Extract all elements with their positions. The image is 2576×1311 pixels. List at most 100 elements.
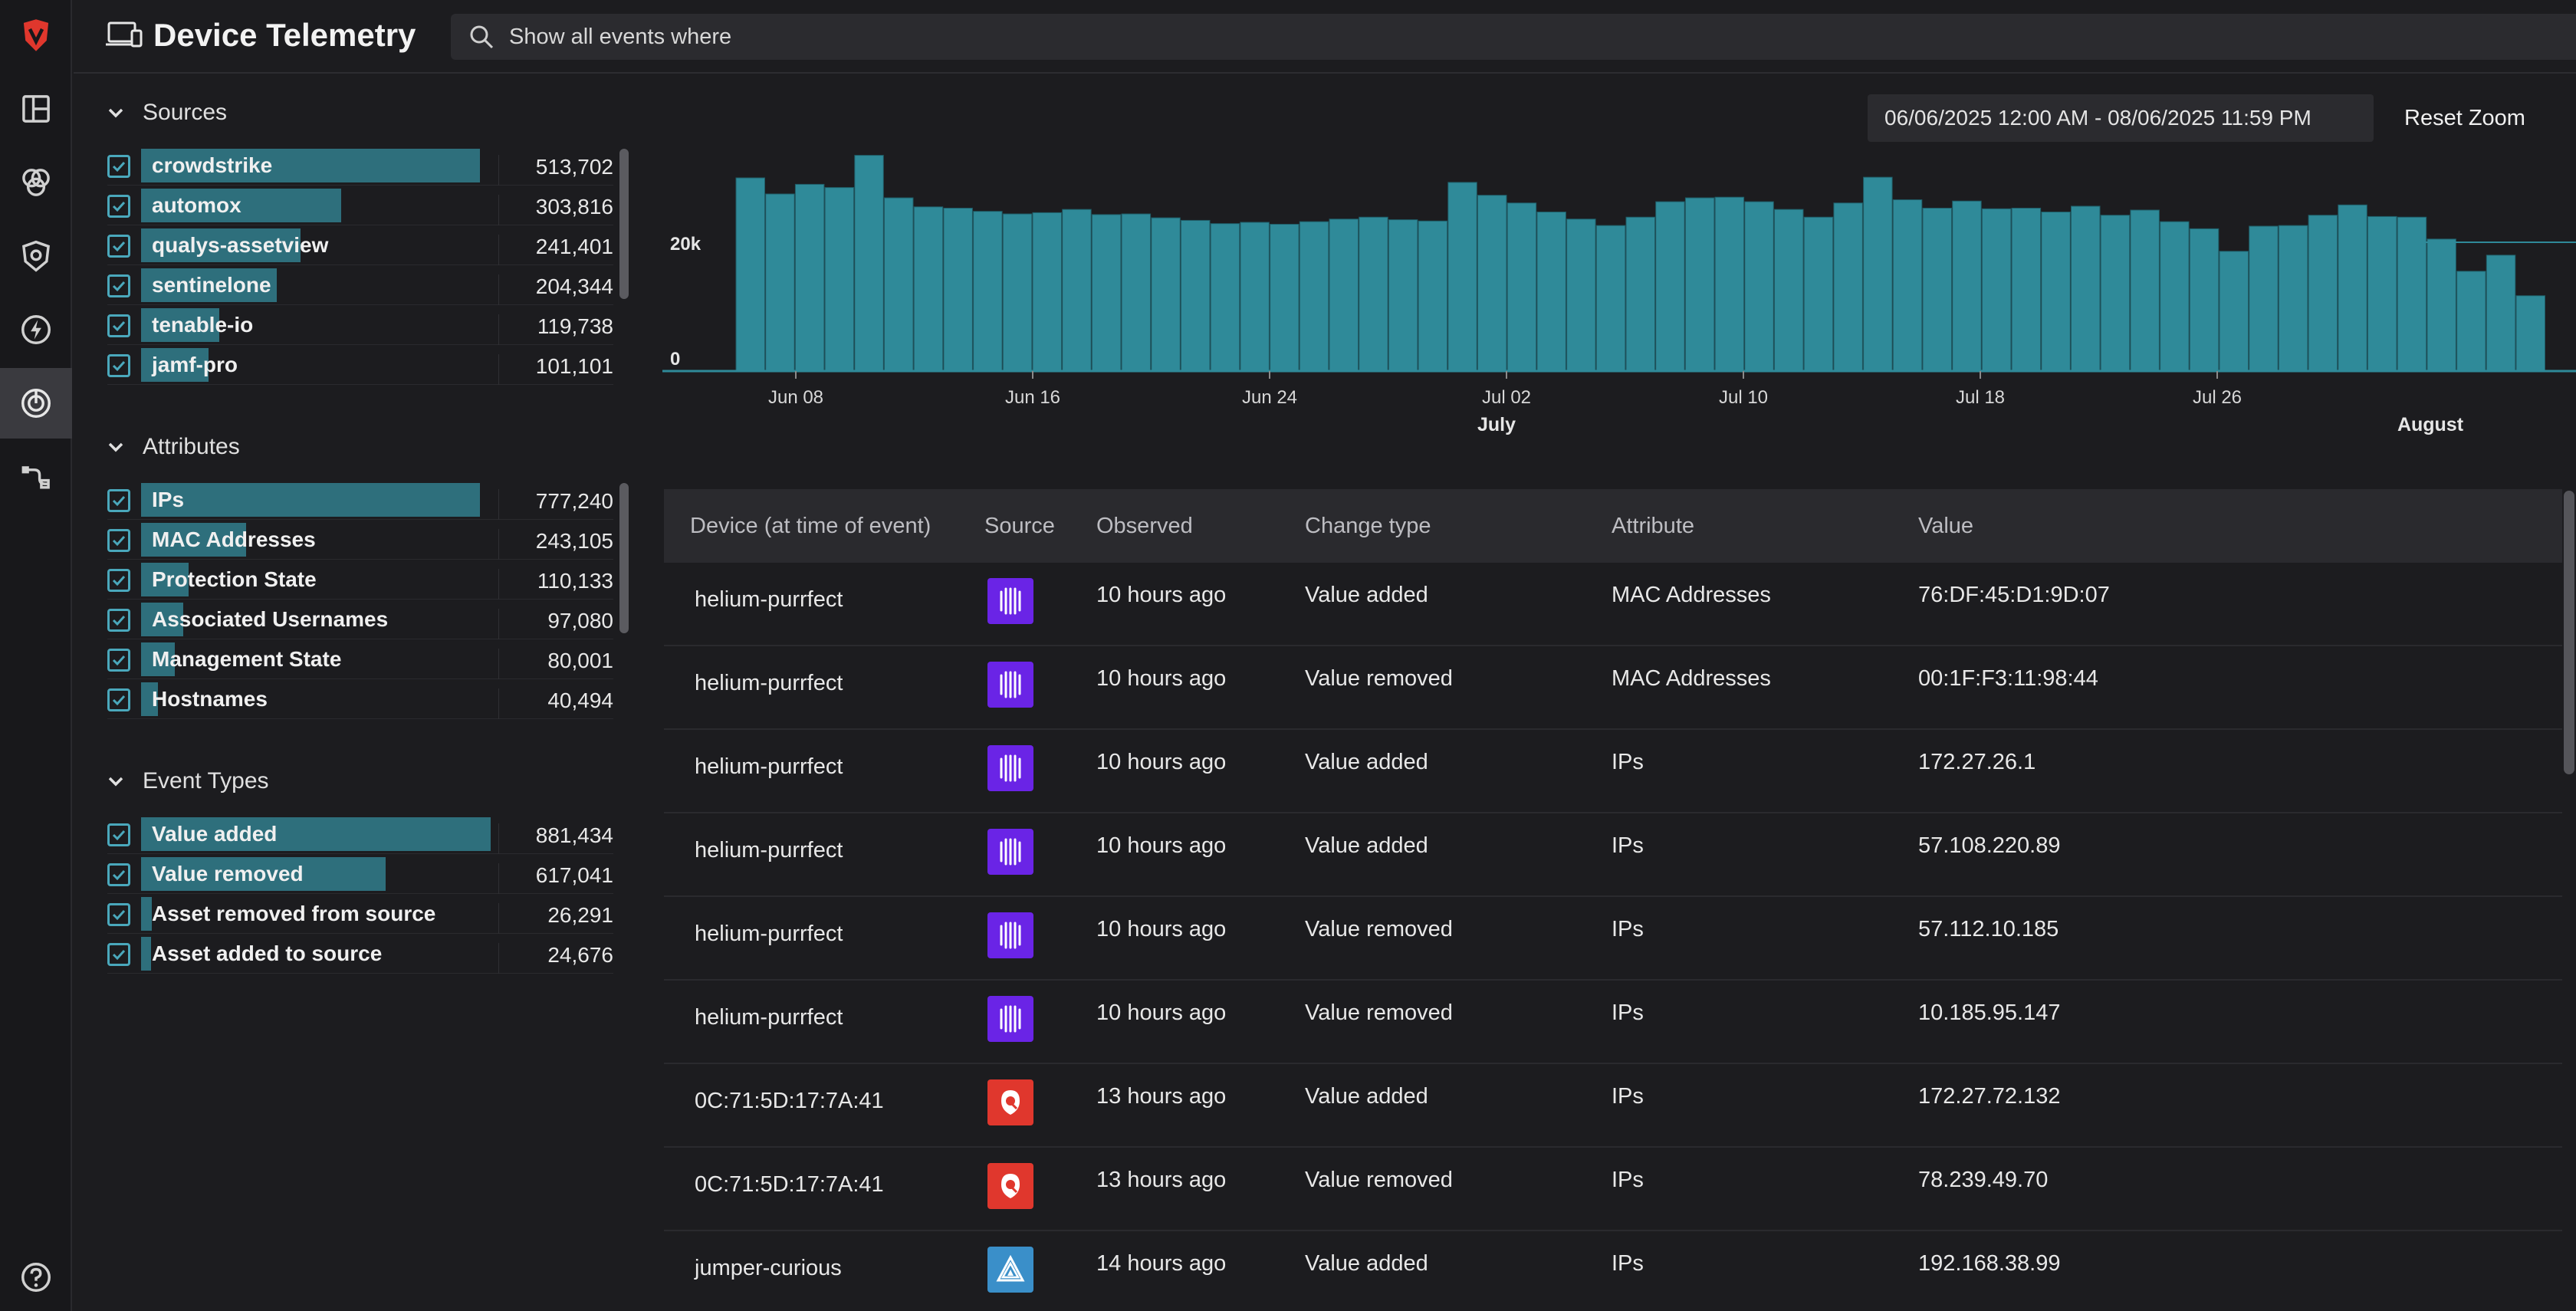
qualys-logo-icon [987,1163,1033,1209]
connector-icon[interactable] [0,442,72,512]
timeline-chart[interactable]: 0 20k Jun 08 Jun 16 Jun 24 Jul 02 Jul 10 Jul 18… [662,74,2576,472]
histogram-bar [1240,222,1270,372]
facet-row[interactable]: Protection State 110,133 [107,560,613,600]
sources-scrollbar[interactable] [619,149,629,299]
facet-name: sentinelone [152,273,271,297]
device-cell[interactable]: helium-purrfect [695,922,843,946]
checkbox[interactable] [107,863,130,886]
device-cell[interactable]: helium-purrfect [695,754,843,779]
checkbox[interactable] [107,314,130,337]
facet-row[interactable]: Management State 80,001 [107,639,613,679]
histogram-bar [2278,225,2308,372]
facet-row[interactable]: Asset added to source 24,676 [107,934,613,974]
observed-cell: 10 hours ago [1096,750,1227,774]
table-row[interactable]: helium-purrfect 10 hours ago Value removed… [664,981,2562,1064]
col-value[interactable]: Value [1918,514,1974,538]
device-cell[interactable]: helium-purrfect [695,1005,843,1030]
facet-row[interactable]: sentinelone 204,344 [107,265,613,305]
checkbox[interactable] [107,569,130,592]
checkbox[interactable] [107,688,130,711]
table-row[interactable]: 0C:71:5D:17:7A:41 13 hours ago Value added… [664,1064,2562,1148]
device-cell[interactable]: helium-purrfect [695,838,843,863]
table-row[interactable]: helium-purrfect 10 hours ago Value added IP… [664,813,2562,897]
brand-logo-icon[interactable] [0,0,72,71]
checkbox[interactable] [107,354,130,377]
facet-row[interactable]: Value added 881,434 [107,814,613,854]
checkbox[interactable] [107,155,130,178]
facet-name: Management State [152,647,342,671]
facet-name: Value added [152,822,278,846]
col-observed[interactable]: Observed [1096,514,1193,538]
col-change-type[interactable]: Change type [1305,514,1431,538]
facet-row[interactable]: Hostnames 40,494 [107,679,613,719]
facet-name: crowdstrike [152,153,273,177]
attribute-cell: IPs [1612,917,1644,941]
table-row[interactable]: 0C:71:5D:17:7A:41 13 hours ago Value remov… [664,1148,2562,1231]
checkbox[interactable] [107,489,130,512]
device-cell[interactable]: jumper-curious [695,1256,842,1280]
histogram-bar [1803,216,1834,372]
facet-row[interactable]: tenable-io 119,738 [107,305,613,345]
shield-icon[interactable] [0,221,72,291]
histogram-bar [1032,212,1062,372]
table-scrollbar[interactable] [2564,491,2574,774]
facet-row[interactable]: automox 303,816 [107,186,613,225]
change-type-cell: Value removed [1305,917,1453,941]
device-cell[interactable]: 0C:71:5D:17:7A:41 [695,1172,884,1197]
histogram-bar [1714,196,1745,372]
device-cell[interactable]: 0C:71:5D:17:7A:41 [695,1089,884,1113]
device-cell[interactable]: helium-purrfect [695,587,843,612]
search-input[interactable]: Show all events where [451,14,2576,60]
checkbox[interactable] [107,903,130,926]
bolt-icon[interactable] [0,294,72,365]
facet-bar [141,268,277,302]
table-row[interactable]: helium-purrfect 10 hours ago Value removed… [664,897,2562,981]
checkbox[interactable] [107,609,130,632]
checkbox[interactable] [107,649,130,672]
facet-sources-toggle[interactable]: Sources [104,94,227,132]
histogram-bar [1655,201,1685,372]
facet-row[interactable]: Asset removed from source 26,291 [107,894,613,934]
facet-row[interactable]: jamf-pro 101,101 [107,345,613,385]
table-row[interactable]: helium-purrfect 10 hours ago Value added MA… [664,563,2562,646]
facet-row[interactable]: MAC Addresses 243,105 [107,520,613,560]
date-range-picker[interactable]: 06/06/2025 12:00 AM - 08/06/2025 11:59 P… [1868,94,2374,142]
checkbox[interactable] [107,274,130,297]
histogram-svg[interactable]: 0 20k Jun 08 Jun 16 Jun 24 Jul 02 Jul 10 Jul 18… [662,74,2576,472]
checkbox[interactable] [107,529,130,552]
table-row[interactable]: helium-purrfect 10 hours ago Value removed… [664,646,2562,730]
facet-row[interactable]: crowdstrike 513,702 [107,146,613,186]
checkbox[interactable] [107,195,130,218]
facet-row[interactable]: IPs 777,240 [107,480,613,520]
facet-attributes-toggle[interactable]: Attributes [104,428,240,466]
col-attribute[interactable]: Attribute [1612,514,1694,538]
facet-bar [141,189,341,222]
attribute-cell: MAC Addresses [1612,583,1771,607]
histogram-bar [1151,217,1181,372]
checkbox[interactable] [107,235,130,258]
circles-icon[interactable] [0,147,72,218]
facet-bar [141,817,491,851]
table-row[interactable]: jumper-curious 14 hours ago Value added IPs… [664,1231,2562,1311]
checkbox[interactable] [107,823,130,846]
facet-row[interactable]: Associated Usernames 97,080 [107,600,613,639]
crowdstrike-logo-icon [987,662,1033,708]
table-row[interactable]: helium-purrfect 10 hours ago Value added IP… [664,730,2562,813]
change-type-cell: Value removed [1305,1168,1453,1192]
reset-zoom-button[interactable]: Reset Zoom [2404,105,2525,130]
facet-row[interactable]: Value removed 617,041 [107,854,613,894]
checkbox[interactable] [107,943,130,966]
facet-name: Asset added to source [152,941,383,965]
col-device[interactable]: Device (at time of event) [690,514,932,538]
dashboard-icon[interactable] [0,74,72,144]
observed-cell: 10 hours ago [1096,917,1227,941]
facet-event-types-toggle[interactable]: Event Types [104,762,269,800]
x-month-label: July [1477,414,1516,435]
col-source[interactable]: Source [984,514,1055,538]
radar-icon[interactable] [0,368,72,439]
histogram-bar [1329,219,1359,372]
attributes-scrollbar[interactable] [619,483,629,633]
help-icon[interactable] [0,1242,72,1311]
device-cell[interactable]: helium-purrfect [695,671,843,695]
facet-row[interactable]: qualys-assetview 241,401 [107,225,613,265]
